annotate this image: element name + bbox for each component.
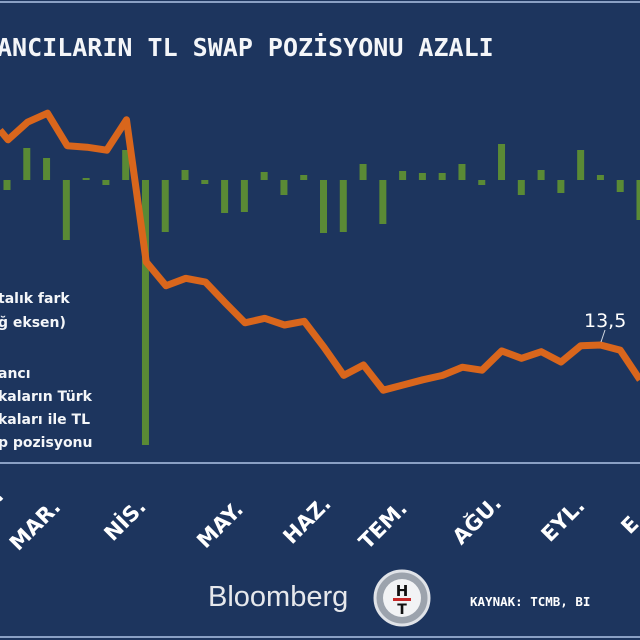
x-tick-label: E	[616, 511, 640, 538]
bar	[122, 150, 130, 180]
bar	[517, 180, 525, 195]
x-tick-label: HAZ.	[278, 491, 335, 548]
bar	[557, 180, 565, 193]
legend-bar-label-4: p pozisyonu	[0, 435, 93, 451]
bar	[458, 164, 466, 180]
bar	[596, 175, 604, 180]
bar	[102, 180, 110, 185]
bar	[141, 180, 149, 445]
x-tick-label: TEM.	[354, 496, 412, 554]
source-label: KAYNAK: TCMB, BI	[470, 594, 590, 609]
ht-logo: H T	[373, 569, 431, 627]
bar	[498, 144, 506, 180]
bar	[320, 180, 327, 233]
bar	[379, 180, 387, 224]
bloomberg-logo: Bloomberg	[208, 581, 348, 613]
x-tick-label: AĞU.	[447, 490, 506, 549]
bar	[300, 175, 308, 180]
legend: talık fark ğ eksen) ancı kaların Türk ka…	[0, 291, 93, 451]
bar	[3, 180, 11, 190]
bar	[82, 178, 90, 180]
bar	[418, 173, 426, 180]
brand-text: Bloomberg	[208, 581, 348, 613]
x-axis: .MAR. NİS. MAY. HAZ. TEM. AĞU. EYL. E	[0, 484, 640, 556]
x-tick-label: MAY.	[192, 497, 248, 553]
bar	[260, 172, 268, 180]
bar	[339, 180, 347, 232]
legend-line-label-1: talık fark	[0, 291, 70, 307]
bar-series	[3, 144, 640, 445]
x-tick-label: .	[0, 484, 8, 507]
line-path	[0, 109, 640, 394]
bar	[399, 171, 407, 180]
bar	[221, 180, 229, 213]
bar	[478, 180, 486, 185]
bar	[636, 180, 640, 220]
bar	[43, 158, 51, 180]
bar	[23, 148, 31, 180]
bar	[616, 180, 624, 192]
legend-bar-label-1: ancı	[0, 366, 31, 382]
x-tick-label: MAR.	[5, 495, 66, 556]
x-tick-label: EYL.	[537, 494, 590, 547]
svg-text:T: T	[397, 602, 407, 618]
bar	[181, 170, 189, 180]
legend-bar-label-2: kaların Türk	[0, 389, 93, 405]
bar	[577, 150, 585, 180]
bar	[240, 180, 248, 212]
legend-line-label-2: ğ eksen)	[0, 315, 66, 331]
bar	[161, 180, 169, 232]
bar	[537, 170, 545, 180]
annotation-label: 13,5	[584, 310, 626, 332]
bar	[359, 164, 367, 180]
bar	[280, 180, 288, 195]
bar	[201, 180, 209, 184]
bar	[62, 180, 70, 240]
x-tick-label: NİS.	[99, 494, 151, 546]
bar	[438, 173, 446, 180]
svg-text:H: H	[396, 582, 409, 600]
legend-bar-label-3: kaları ile TL	[0, 412, 90, 428]
line-series	[0, 109, 640, 394]
chart-title: ANCILARIN TL SWAP POZİSYONU AZALI	[0, 32, 494, 62]
annotation-leader	[600, 329, 606, 343]
